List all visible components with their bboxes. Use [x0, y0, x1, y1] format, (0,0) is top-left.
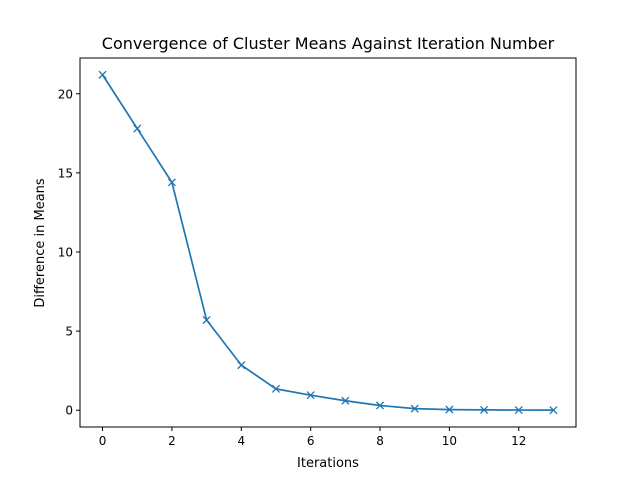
marker-stroke	[341, 396, 350, 405]
data-point-marker	[480, 405, 489, 414]
series-line	[101, 73, 555, 411]
y-tick-label: 15	[58, 166, 73, 180]
marker-stroke	[549, 406, 558, 415]
series-layer	[98, 70, 558, 415]
data-point-marker	[375, 401, 385, 410]
y-axis-label: Difference in Means	[33, 178, 48, 308]
x-tick-label: 6	[307, 434, 315, 448]
marker-stroke	[410, 404, 419, 413]
marker-stroke	[271, 384, 281, 393]
marker-stroke	[133, 124, 142, 133]
x-tick-label: 2	[168, 434, 176, 448]
marker-stroke	[98, 70, 107, 79]
x-tick-label: 12	[511, 434, 526, 448]
y-axis-ticks: 0 5 10 15 20	[58, 87, 80, 418]
marker-stroke	[375, 401, 385, 410]
data-point-marker	[237, 361, 246, 370]
x-tick-label: 10	[442, 434, 457, 448]
marker-stroke	[306, 391, 315, 400]
marker-stroke	[237, 361, 246, 370]
x-axis-ticks: 0 2 4 6 8 10 12	[99, 427, 526, 448]
data-point-marker	[271, 384, 281, 393]
y-tick-label: 10	[58, 245, 73, 259]
data-point-marker	[514, 406, 523, 415]
y-tick-label: 0	[65, 404, 73, 418]
data-point-marker	[410, 404, 419, 413]
marker-stroke	[480, 405, 489, 414]
x-axis-label: Iterations	[297, 456, 359, 471]
data-point-marker	[445, 405, 454, 414]
x-tick-label: 4	[237, 434, 245, 448]
x-tick-label: 0	[99, 434, 107, 448]
chart-title: Convergence of Cluster Means Against Ite…	[102, 34, 555, 53]
plot-frame	[79, 57, 577, 428]
marker-stroke	[514, 406, 523, 415]
marker-stroke	[445, 405, 454, 414]
data-point-marker	[167, 178, 176, 187]
data-point-marker	[133, 124, 142, 133]
data-point-marker	[341, 396, 350, 405]
data-point-marker	[549, 406, 558, 415]
y-tick-label: 5	[65, 325, 73, 339]
x-tick-label: 8	[376, 434, 384, 448]
data-point-marker	[202, 315, 211, 325]
y-tick-label: 20	[58, 87, 73, 101]
marker-stroke	[167, 178, 176, 187]
data-point-marker	[306, 391, 315, 400]
data-point-marker	[98, 70, 107, 79]
marker-stroke	[202, 315, 211, 325]
